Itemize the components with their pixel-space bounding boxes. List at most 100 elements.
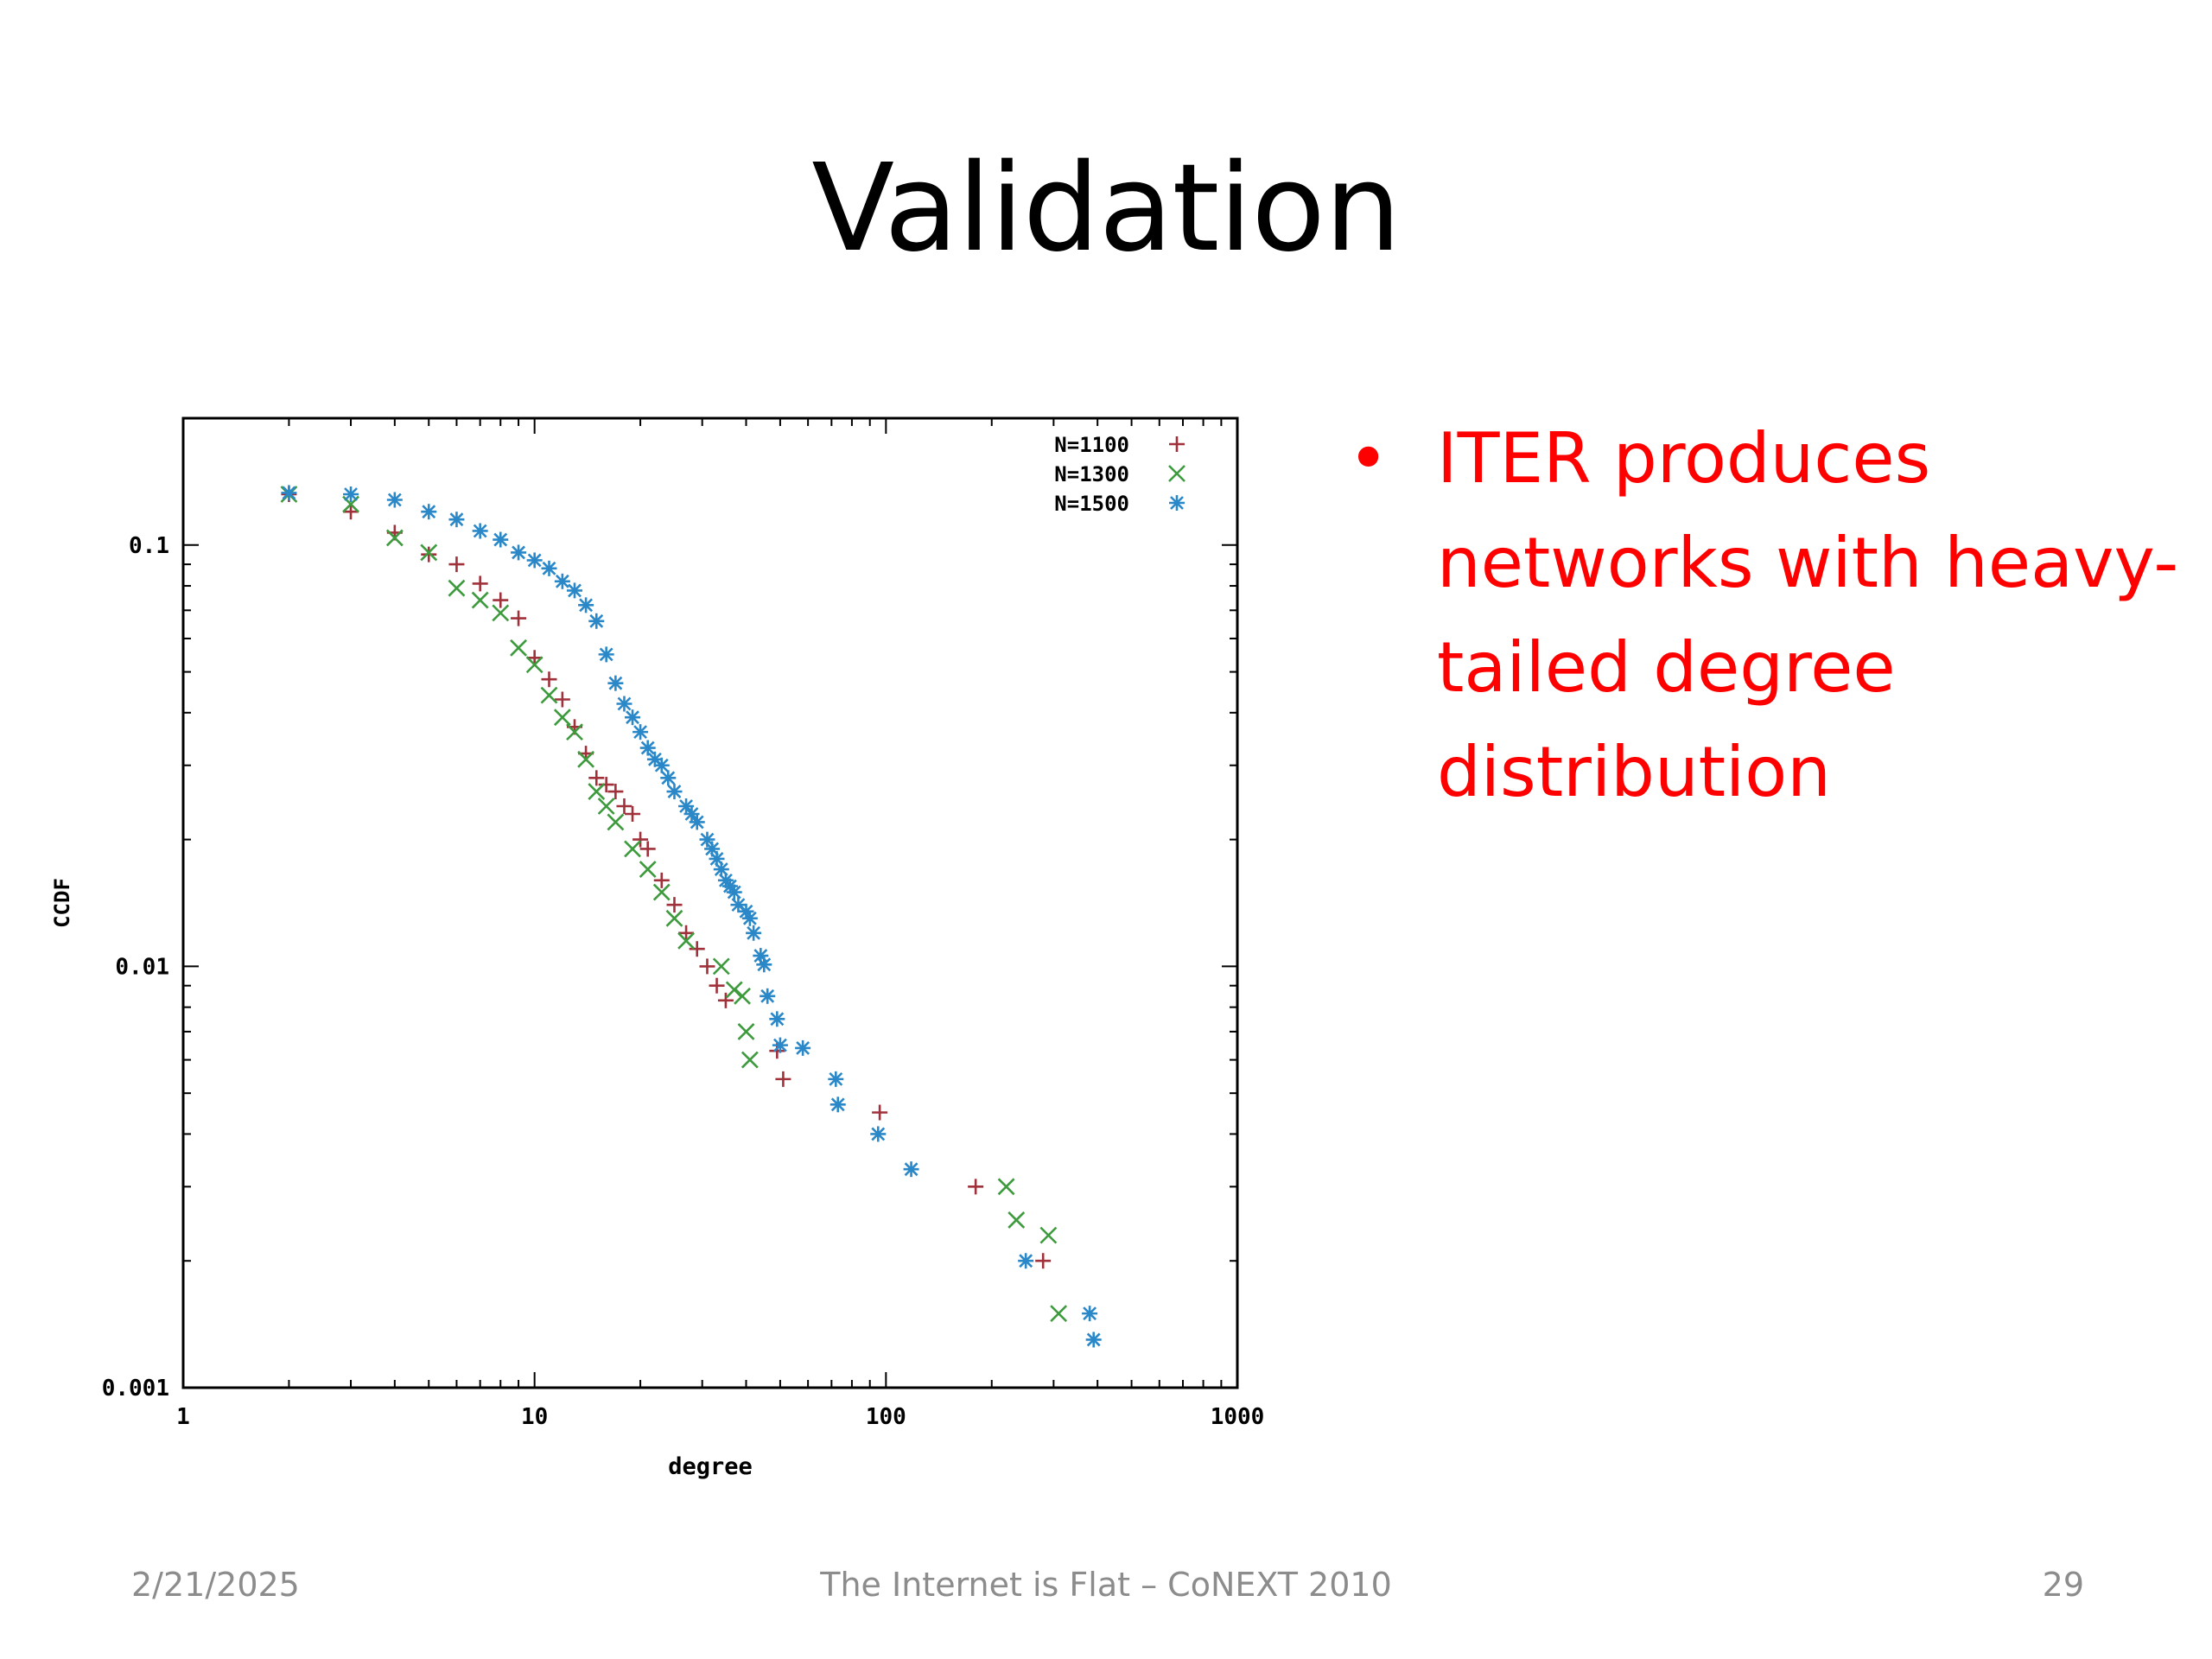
footer-title: The Internet is Flat – CoNEXT 2010 [820,1566,1392,1604]
data-point-n-1500 [666,784,683,800]
plot-border [181,416,1239,1389]
data-point-n-1100 [625,806,641,823]
data-point-n-1500 [1085,1332,1102,1348]
data-point-n-1500 [713,861,729,878]
data-point-n-1500 [526,552,543,569]
data-point-n-1100 [588,770,605,786]
y-tick-label: 0.001 [102,1376,169,1402]
data-point-n-1100 [632,831,649,848]
data-point-n-1500 [541,560,557,576]
data-point-n-1300 [665,909,683,927]
data-point-n-1300 [652,883,671,901]
data-point-n-1100 [872,1104,888,1121]
data-point-n-1100 [689,941,705,957]
x-tick-label: 100 [866,1404,906,1430]
legend-marker [1169,495,1185,511]
data-point-n-1500 [683,806,700,823]
data-point-n-1500 [653,757,670,773]
data-point-n-1300 [997,1178,1015,1196]
data-point-n-1500 [343,486,359,502]
data-point-n-1100 [653,872,670,888]
data-point-n-1100 [1035,1253,1052,1269]
data-point-n-1300 [553,709,571,727]
data-point-n-1100 [526,650,543,666]
x-tick-label: 1 [176,1404,190,1430]
axis-ticks: 1 10 100 1000 0.1 0.01 0.001 [102,418,1265,1430]
data-point-n-1500 [632,724,649,741]
y-axis-label: CCDF [50,878,74,928]
data-point-n-1100 [607,784,624,800]
data-point-n-1100 [554,691,570,708]
data-point-n-1300 [677,931,696,950]
data-point-n-1300 [471,591,489,609]
data-point-n-1300 [639,861,657,878]
data-point-n-1100 [493,592,509,608]
data-point-n-1300 [734,987,751,1005]
data-point-n-1300 [741,1051,759,1069]
data-point-n-1500 [616,696,632,712]
legend-marker [1169,436,1185,452]
data-point-n-1100 [598,777,614,793]
data-point-n-1100 [775,1071,791,1087]
data-point-n-1500 [795,1039,811,1056]
data-point-n-1300 [725,981,743,999]
data-point-n-1500 [472,523,488,539]
data-point-n-1100 [472,575,488,592]
data-point-n-1500 [769,1011,785,1027]
legend-label: N=1300 [1054,462,1129,486]
data-point-n-1500 [756,957,772,973]
data-point-n-1300 [448,579,466,597]
data-point-n-1500 [639,740,656,756]
data-point-n-1500 [567,582,583,599]
data-point-n-1300 [1007,1211,1026,1229]
data-point-n-1500 [726,884,742,900]
y-tick-label: 0.01 [115,954,169,980]
data-point-n-1300 [1050,1305,1068,1323]
x-tick-label: 1000 [1211,1404,1265,1430]
data-point-n-1300 [510,639,527,657]
page-number: 29 [2042,1566,2084,1604]
legend-marker [1168,465,1185,482]
data-point-n-1100 [616,798,632,814]
data-point-n-1500 [554,573,570,589]
data-point-n-1500 [760,988,776,1004]
data-point-n-1500 [421,504,437,520]
data-point-n-1300 [492,604,510,622]
data-point-n-1100 [678,925,695,941]
data-point-n-1500 [772,1037,788,1053]
legend-label: N=1100 [1054,433,1129,457]
data-point-n-1300 [624,840,641,858]
data-point-n-1500 [281,485,297,501]
data-point-n-1500 [738,903,754,919]
data-point-n-1500 [386,492,403,508]
data-point-n-1100 [968,1179,984,1195]
data-point-n-1100 [699,958,715,975]
data-point-n-1300 [525,656,543,674]
data-point-n-1300 [607,813,625,831]
data-point-n-1300 [420,543,438,562]
data-point-n-1300 [540,686,558,704]
data-point-n-1100 [666,897,683,913]
data-point-n-1500 [689,814,705,830]
data-point-n-1500 [448,512,465,528]
legend: N=1100 N=1300 N=1500 [1054,433,1185,516]
data-point-n-1300 [588,783,606,800]
data-point-n-1300 [385,529,404,547]
data-point-n-1100 [343,504,359,520]
bullet-list: • ITER produces networks with heavy-tail… [1348,406,2203,824]
data-point-n-1500 [828,1071,844,1087]
data-point-n-1500 [1082,1306,1098,1322]
data-point-n-1500 [588,613,605,629]
data-point-n-1500 [625,709,641,726]
data-point-n-1300 [566,723,583,741]
data-point-n-1100 [448,556,465,573]
data-point-n-1300 [597,798,615,815]
bullet-text: ITER produces networks with heavy-tailed… [1437,418,2179,812]
data-point-n-1100 [511,610,527,626]
x-tick-label: 10 [521,1404,548,1430]
data-point-n-1500 [511,544,527,561]
data-point-n-1500 [903,1161,919,1178]
data-point-n-1100 [709,977,725,994]
x-axis-label: degree [668,1453,753,1480]
